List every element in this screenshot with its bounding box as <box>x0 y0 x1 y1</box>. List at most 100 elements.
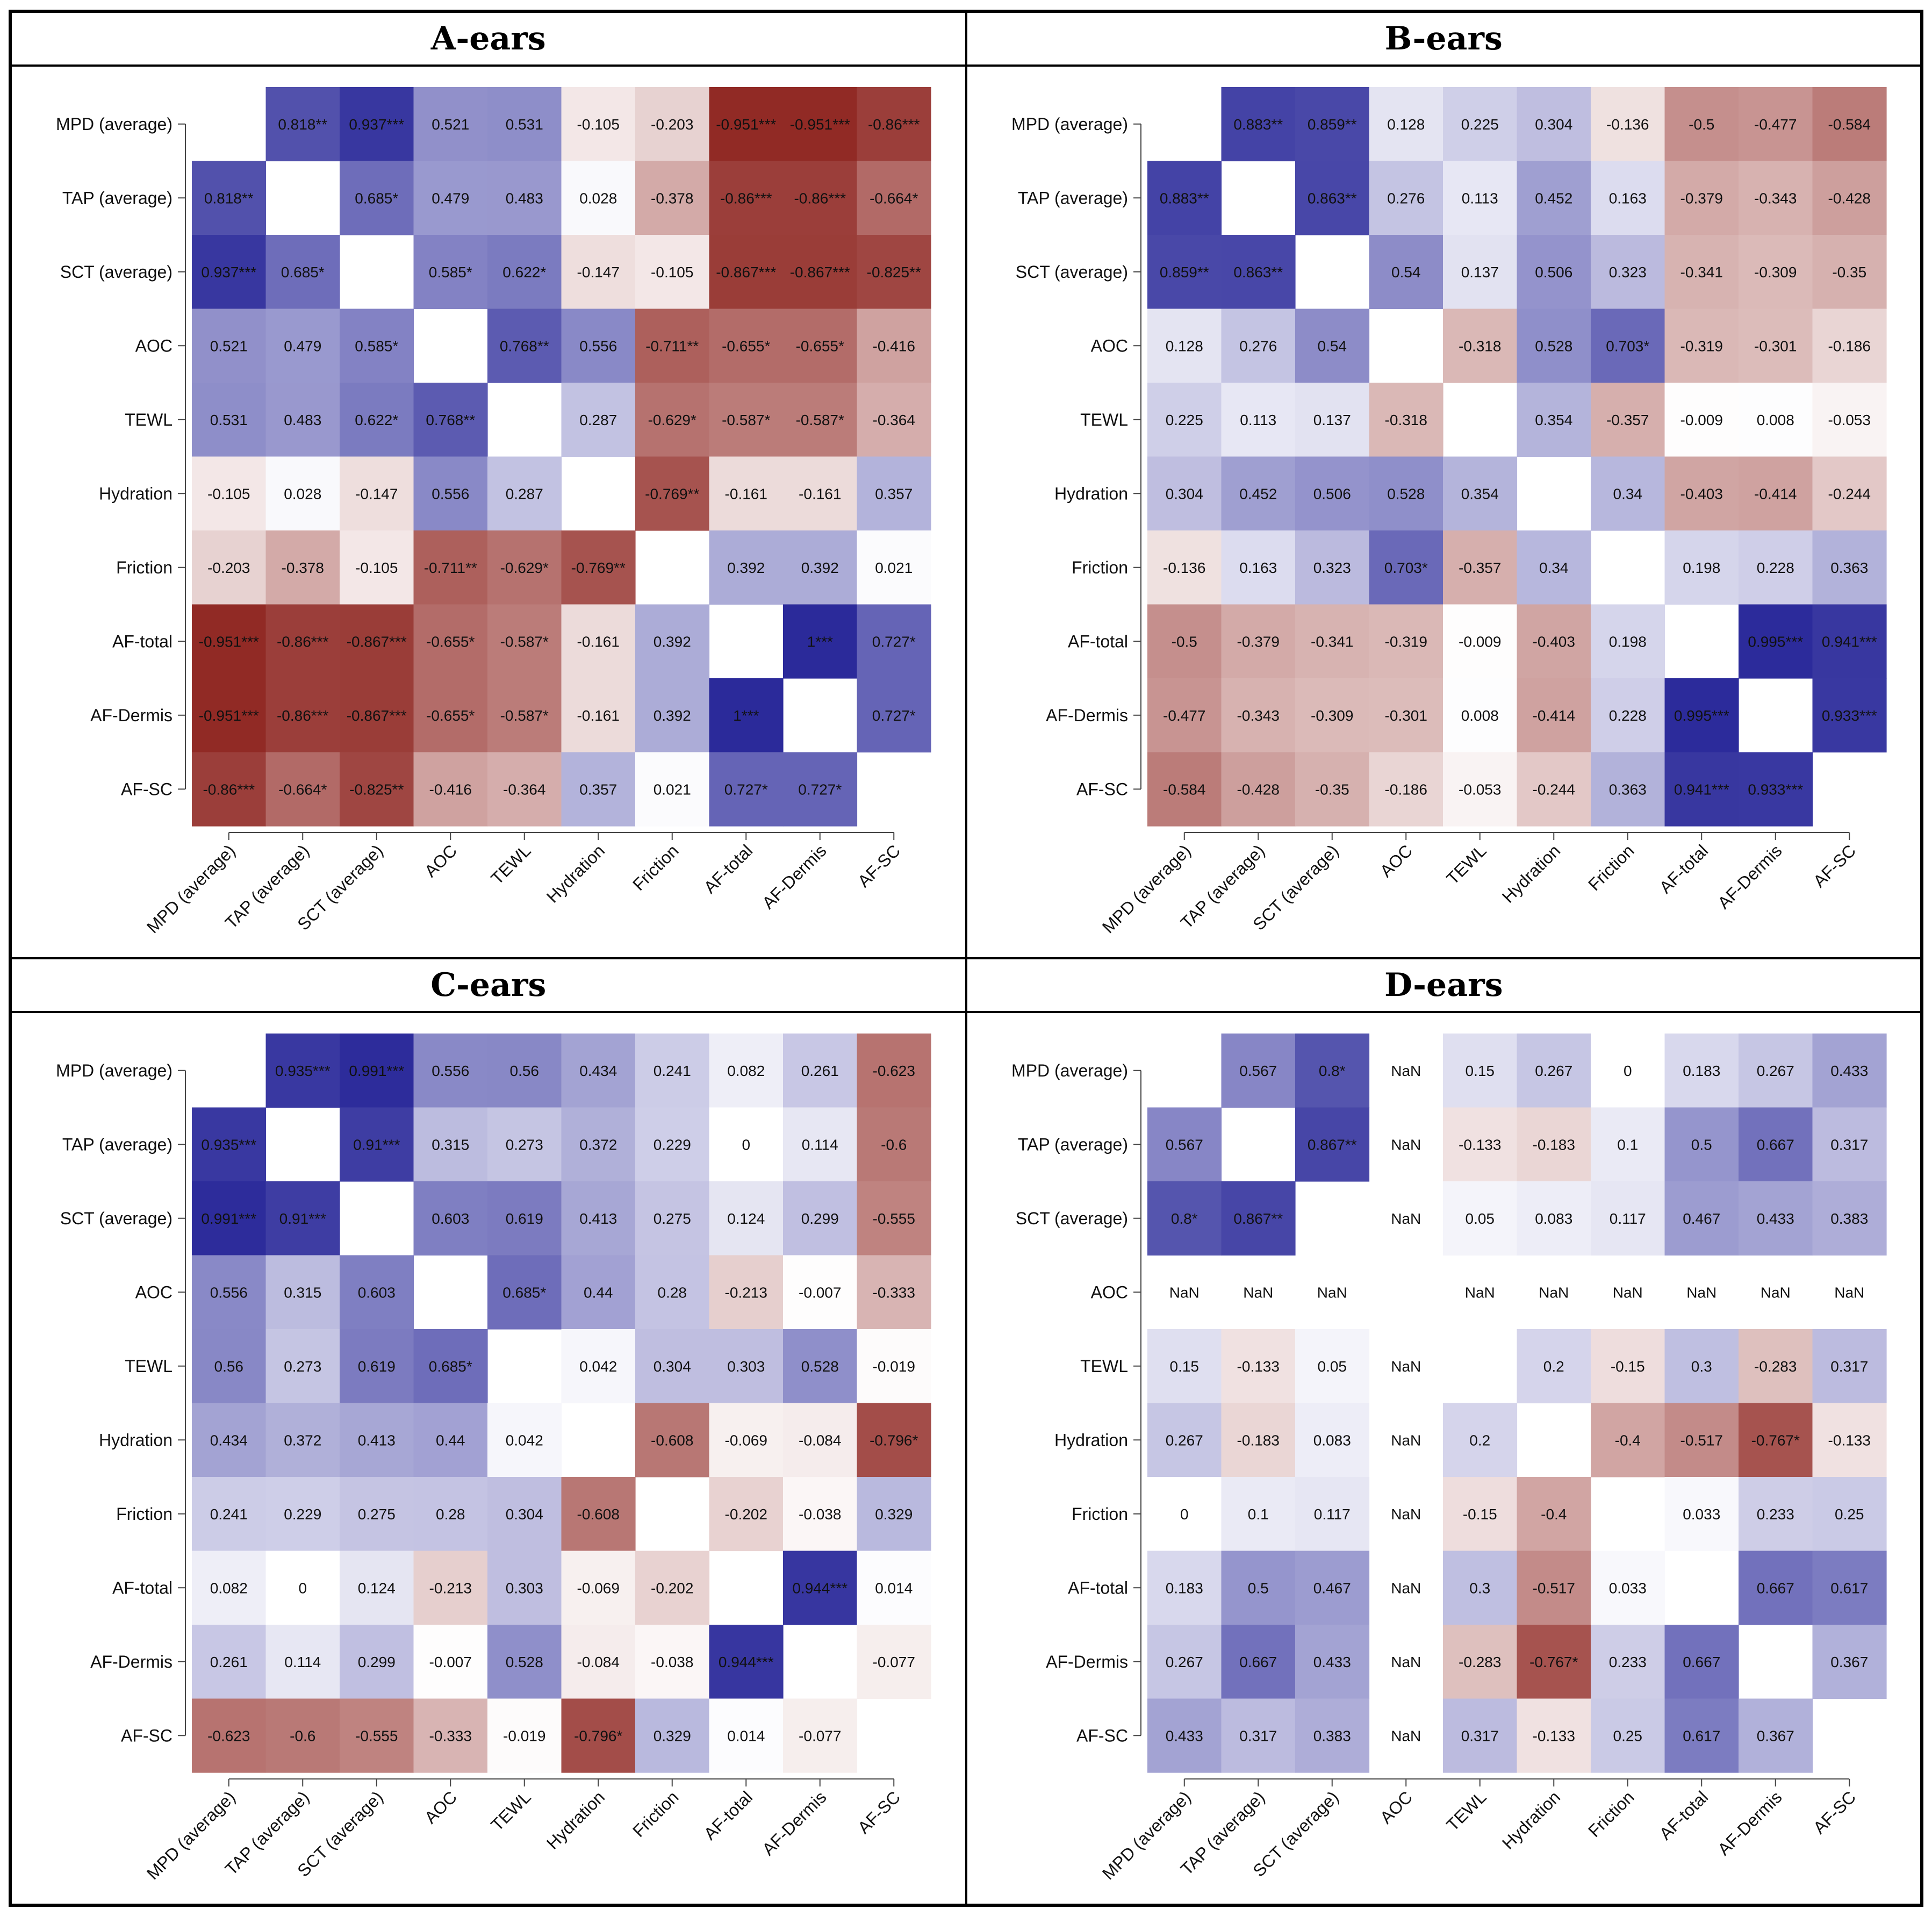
y-tick-label-hydration: Hydration <box>1054 1430 1128 1449</box>
cell-label: 0.021 <box>653 781 691 798</box>
heatmap-cell <box>413 1698 488 1773</box>
heatmap-cell <box>709 1698 784 1773</box>
cell-label: 0.163 <box>1608 190 1646 206</box>
heatmap-cell <box>857 1551 931 1625</box>
heatmap-cell <box>1369 161 1443 235</box>
y-tick-label-tewl: TEWL <box>1080 1357 1128 1376</box>
heatmap-cell <box>340 1255 414 1330</box>
cell-label: 0.014 <box>875 1580 913 1596</box>
heatmap-cell <box>1812 604 1887 679</box>
cell-label: -0.477 <box>1754 116 1797 133</box>
x-tick-label-aoc: AOC <box>421 841 461 880</box>
heatmap-cell <box>857 456 931 531</box>
cell-label: 0.267 <box>1165 1432 1203 1448</box>
x-tick-label-af-total: AF-total <box>1655 841 1712 897</box>
heatmap-cell <box>1590 1625 1665 1699</box>
heatmap-cell <box>1812 530 1887 605</box>
heatmap-cell <box>340 530 414 605</box>
heatmap-cell <box>783 456 858 531</box>
cell-label: 0.622* <box>355 412 398 428</box>
cell-label: -0.133 <box>1459 1136 1501 1153</box>
panel-d-ears: D-ears 0.567 0.8* NaN 0.15 0.267 0 0.183 0.267 0… <box>966 958 1921 1905</box>
heatmap-cell <box>487 1181 562 1256</box>
heatmap-cell <box>1738 161 1813 235</box>
heatmap-cell <box>487 1107 562 1182</box>
heatmap-cell <box>857 1403 931 1477</box>
heatmap-cell <box>265 383 340 457</box>
heatmap-cell <box>1812 383 1887 457</box>
cell-label: -0.867*** <box>716 264 776 281</box>
cell-label: 0.233 <box>1756 1506 1794 1523</box>
cell-label: -0.655* <box>426 707 475 724</box>
heatmap-cell <box>1442 1551 1517 1625</box>
cell-label: 0.727* <box>798 781 842 798</box>
cell-label: 0.556 <box>432 485 469 502</box>
heatmap-cell <box>1590 308 1665 383</box>
heatmap-cell <box>1221 1698 1296 1773</box>
cell-label: 0.124 <box>727 1210 765 1227</box>
y-tick-label-sct-average: SCT (average) <box>60 262 173 282</box>
cell-label: -0.587* <box>500 707 549 724</box>
cell-label: -0.608 <box>577 1506 620 1523</box>
heatmap-cell <box>1295 1625 1369 1699</box>
heatmap-cell <box>1295 161 1369 235</box>
heatmap-cell <box>413 1034 488 1108</box>
cell-label: 0.317 <box>1830 1136 1868 1153</box>
heatmap-cell <box>1147 456 1222 531</box>
cell-label: -0.951*** <box>199 633 259 650</box>
cell-label: NaN <box>1391 1580 1421 1596</box>
cell-label: 0.183 <box>1683 1063 1720 1079</box>
cell-label: -0.711** <box>424 559 477 576</box>
heatmap-cell <box>1738 1477 1813 1552</box>
heatmap-cell <box>1442 308 1517 383</box>
heatmap-cell <box>783 235 858 310</box>
cell-label: -0.147 <box>577 264 620 281</box>
heatmap-cell <box>1738 235 1813 310</box>
cell-label: NaN <box>1539 1284 1569 1301</box>
cell-label: 0.315 <box>432 1136 469 1153</box>
cell-label: 0.44 <box>584 1284 613 1301</box>
heatmap-cell <box>340 604 414 679</box>
cell-label: 0.014 <box>727 1727 765 1744</box>
cell-label: 0.768** <box>500 338 549 354</box>
heatmap-cell <box>265 1477 340 1552</box>
cell-label: -0.333 <box>873 1284 915 1301</box>
x-tick-label-af-total: AF-total <box>1655 1787 1712 1843</box>
y-tick-label-af-sc: AF-SC <box>121 1726 173 1745</box>
cell-label: -0.084 <box>577 1654 620 1670</box>
heatmap-cell <box>857 1107 931 1182</box>
x-tick-label-hydration: Hydration <box>543 1787 608 1853</box>
heatmap-cell <box>1664 1625 1739 1699</box>
cell-label: -0.019 <box>503 1727 545 1744</box>
panel-c-ears: C-ears 0.935*** 0.991*** 0.556 0.56 0.434 0.2… <box>11 958 966 1905</box>
heatmap-cell <box>1295 752 1369 827</box>
cell-label: 0.531 <box>210 412 248 428</box>
cell-label: -0.309 <box>1311 707 1353 724</box>
cell-label: -0.136 <box>1163 559 1205 576</box>
heatmap-cell <box>561 530 636 605</box>
heatmap-cell <box>857 1034 931 1108</box>
cell-label: 0.685* <box>355 190 398 206</box>
heatmap-cell <box>1517 604 1591 679</box>
cell-label: -0.319 <box>1384 633 1427 650</box>
heatmap-cell <box>1442 1034 1517 1108</box>
cell-label: 0.299 <box>358 1654 396 1670</box>
cell-label: 0.995*** <box>1748 633 1803 650</box>
heatmap-cell <box>340 1329 414 1404</box>
cell-label: -0.825** <box>867 264 921 281</box>
cell-label: -0.587* <box>722 412 770 428</box>
heatmap-cell <box>857 308 931 383</box>
cell-label: -0.414 <box>1532 707 1575 724</box>
heatmap-cell <box>340 1477 414 1552</box>
cell-label: 0.241 <box>653 1063 691 1079</box>
cell-label: 0.276 <box>1239 338 1277 354</box>
cell-label: -0.655* <box>722 338 770 354</box>
y-tick-label-mpd-average: MPD (average) <box>1011 114 1128 134</box>
heatmap-cell <box>1442 1403 1517 1477</box>
cell-label: 0.028 <box>579 190 617 206</box>
cell-label: NaN <box>1169 1284 1199 1301</box>
heatmap-cell <box>192 1255 267 1330</box>
cell-label: 0.54 <box>1317 338 1347 354</box>
heatmap-cell <box>709 1107 784 1182</box>
heatmap-cell <box>340 308 414 383</box>
